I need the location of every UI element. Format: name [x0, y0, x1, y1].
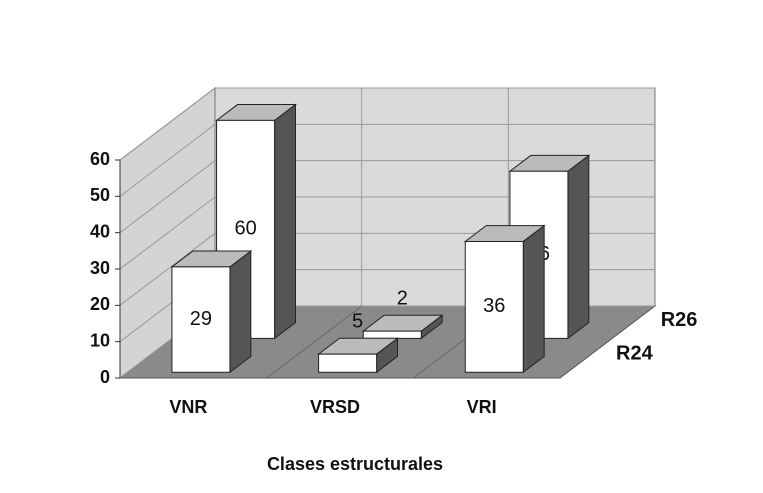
series-label: R24 — [616, 343, 654, 365]
bar — [362, 330, 422, 339]
floor-divider — [266, 305, 362, 379]
data-label: 5 — [352, 311, 363, 333]
data-label: 29 — [190, 308, 212, 330]
y-tick-label: 20 — [90, 294, 110, 314]
grid-line — [119, 232, 216, 306]
grid-line — [119, 87, 216, 161]
y-tick-label: 50 — [90, 185, 110, 205]
series-label: R26 — [661, 309, 698, 331]
bar-side — [522, 224, 545, 374]
y-tick-label: 30 — [90, 258, 110, 278]
bar-side — [567, 154, 590, 340]
bar-side — [274, 103, 296, 340]
data-label: 2 — [397, 288, 408, 310]
bar — [464, 240, 524, 373]
data-label: 60 — [234, 218, 256, 240]
grid-line — [119, 160, 216, 234]
y-tick-label: 0 — [100, 367, 110, 387]
x-tick-label: VRI — [467, 397, 497, 417]
x-tick-label: VNR — [169, 397, 207, 417]
x-tick-label: VRSD — [310, 397, 360, 417]
bar — [171, 266, 231, 373]
grid-line — [119, 123, 216, 197]
grid-line — [119, 196, 216, 270]
data-label: 36 — [483, 295, 505, 317]
y-tick-label: 10 — [90, 330, 110, 350]
bar — [318, 353, 378, 373]
y-tick-label: 60 — [90, 149, 110, 169]
y-tick-label: 40 — [90, 221, 110, 241]
bar-side — [229, 250, 252, 374]
x-axis-title: Clases estructurales — [267, 454, 443, 474]
